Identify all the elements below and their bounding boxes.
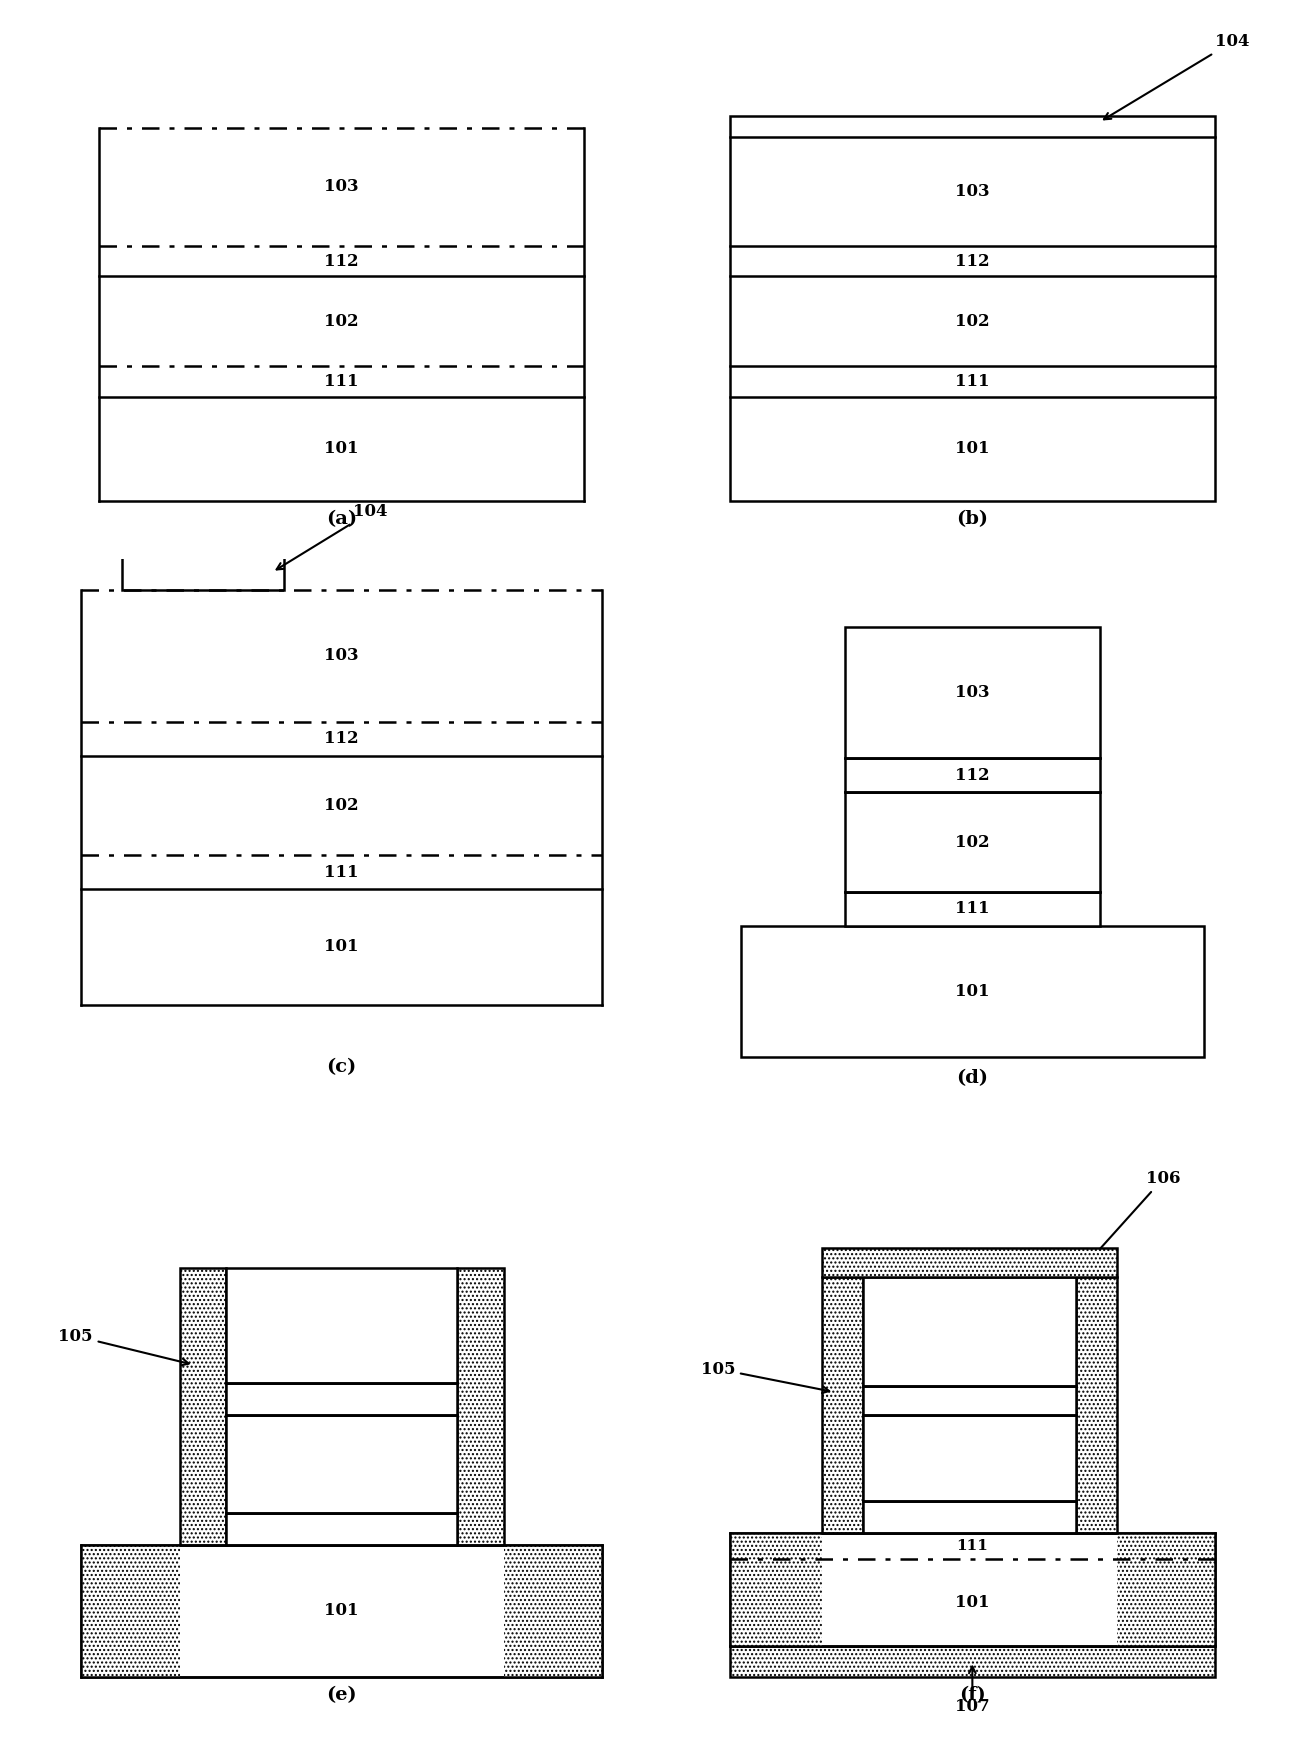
Bar bbox=[226, 1268, 457, 1384]
Bar bbox=[729, 1646, 1215, 1677]
Text: (d): (d) bbox=[957, 1069, 988, 1087]
Bar bbox=[729, 115, 1215, 501]
Bar bbox=[1117, 1534, 1215, 1646]
Text: 102: 102 bbox=[953, 1450, 987, 1467]
Text: 112: 112 bbox=[955, 767, 989, 784]
Bar bbox=[122, 554, 284, 590]
Text: 111: 111 bbox=[955, 372, 989, 390]
Bar bbox=[862, 1385, 1076, 1415]
Text: 103: 103 bbox=[325, 1317, 359, 1335]
Bar bbox=[81, 1544, 180, 1677]
Text: 103: 103 bbox=[325, 648, 359, 664]
Bar bbox=[226, 1384, 457, 1415]
Text: (b): (b) bbox=[957, 510, 988, 528]
Bar bbox=[741, 926, 1204, 1057]
Text: (e): (e) bbox=[326, 1686, 357, 1703]
Text: 111: 111 bbox=[953, 1509, 987, 1525]
Text: 103: 103 bbox=[955, 183, 989, 201]
Text: 102: 102 bbox=[955, 313, 989, 330]
Text: 101: 101 bbox=[325, 938, 359, 956]
Text: 111: 111 bbox=[325, 372, 359, 390]
Text: 112: 112 bbox=[953, 1392, 987, 1410]
Bar bbox=[862, 1415, 1076, 1501]
Bar bbox=[226, 1513, 457, 1544]
Text: 111: 111 bbox=[325, 863, 359, 880]
Text: 104: 104 bbox=[277, 503, 388, 570]
Text: (a): (a) bbox=[326, 510, 357, 528]
Text: (f): (f) bbox=[959, 1686, 986, 1703]
Bar bbox=[180, 1268, 226, 1544]
Bar bbox=[845, 627, 1100, 758]
Bar bbox=[823, 1277, 862, 1534]
Text: 105: 105 bbox=[58, 1328, 189, 1364]
Bar bbox=[845, 893, 1100, 926]
Bar bbox=[226, 1415, 457, 1513]
Bar bbox=[862, 1277, 1076, 1385]
Text: 101: 101 bbox=[955, 1593, 989, 1611]
Text: 112: 112 bbox=[325, 253, 359, 269]
Text: 112: 112 bbox=[955, 253, 989, 269]
Text: 101: 101 bbox=[955, 440, 989, 458]
Bar bbox=[729, 1534, 1215, 1646]
Text: 101: 101 bbox=[325, 440, 359, 458]
Text: (c): (c) bbox=[326, 1059, 357, 1076]
Bar bbox=[1076, 1277, 1117, 1534]
Text: 102: 102 bbox=[325, 797, 359, 814]
Bar bbox=[729, 1534, 823, 1646]
Bar bbox=[823, 1247, 1117, 1277]
Text: 103: 103 bbox=[955, 685, 989, 701]
Bar bbox=[862, 1501, 1076, 1534]
Text: 101: 101 bbox=[955, 984, 989, 999]
Text: 112: 112 bbox=[325, 730, 359, 748]
Text: 112: 112 bbox=[325, 1391, 359, 1408]
Bar bbox=[845, 793, 1100, 893]
Text: 107: 107 bbox=[955, 1667, 989, 1714]
Text: 105: 105 bbox=[700, 1361, 829, 1392]
Text: 111: 111 bbox=[955, 900, 989, 917]
Text: 102: 102 bbox=[955, 833, 989, 851]
Text: 102: 102 bbox=[325, 313, 359, 330]
Text: 103: 103 bbox=[325, 178, 359, 196]
Text: 111: 111 bbox=[325, 1520, 359, 1537]
Text: 101: 101 bbox=[325, 1602, 359, 1619]
Text: 111: 111 bbox=[957, 1539, 988, 1553]
Bar bbox=[503, 1544, 602, 1677]
Text: 103: 103 bbox=[953, 1322, 987, 1340]
Text: 104: 104 bbox=[1104, 33, 1250, 119]
Bar bbox=[81, 1544, 602, 1677]
Text: 106: 106 bbox=[1092, 1170, 1180, 1258]
Bar bbox=[845, 758, 1100, 793]
Bar bbox=[457, 1268, 503, 1544]
Text: 102: 102 bbox=[325, 1455, 359, 1473]
